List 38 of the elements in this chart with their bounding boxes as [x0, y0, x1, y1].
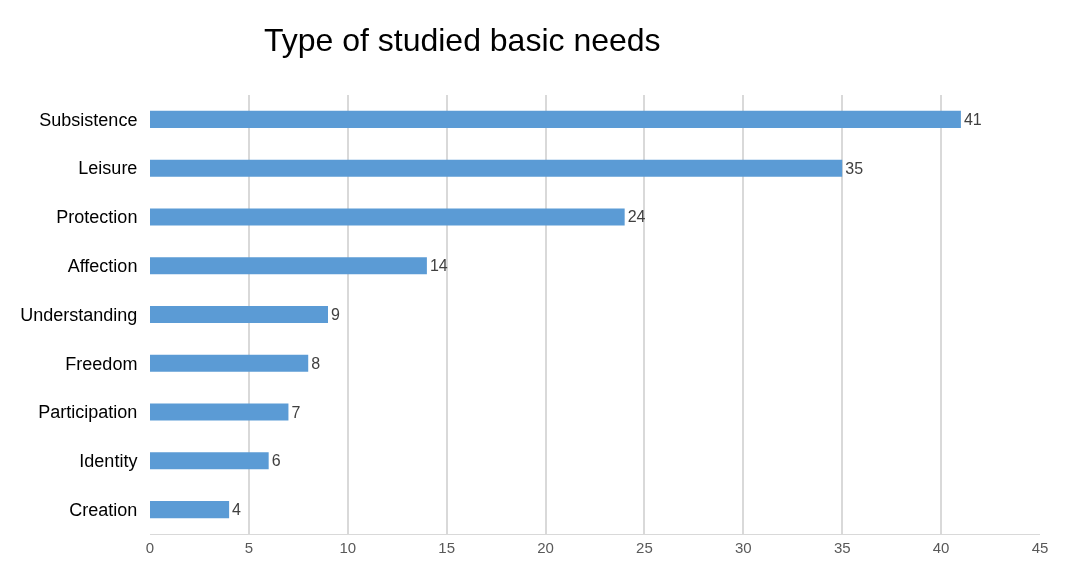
x-tick-label: 35: [833, 539, 851, 556]
x-tick-label: 15: [438, 539, 456, 556]
y-tick-label: Affection: [67, 256, 138, 277]
y-tick-label: Identity: [79, 451, 138, 472]
bar: [150, 501, 230, 519]
y-tick-label: Participation: [38, 402, 138, 423]
data-label: 41: [963, 110, 982, 128]
x-tick-label: 40: [932, 539, 950, 556]
data-label: 8: [311, 354, 321, 372]
x-tick-label: 5: [244, 539, 254, 556]
y-tick-label: Understanding: [20, 304, 138, 325]
data-label: 24: [627, 208, 646, 226]
y-tick-label: Protection: [56, 207, 138, 228]
x-tick-label: 10: [339, 539, 357, 556]
data-label: 4: [232, 501, 242, 519]
data-label: 9: [331, 306, 340, 323]
y-tick-label: Creation: [69, 499, 138, 520]
data-label: 14: [429, 257, 448, 275]
bar: [150, 208, 625, 226]
bar: [150, 403, 289, 421]
x-tick-label: 20: [537, 539, 554, 556]
y-tick-label: Freedom: [65, 353, 138, 374]
x-tick-label: 25: [636, 539, 653, 556]
data-label: 7: [291, 403, 301, 421]
data-label: 6: [271, 452, 281, 470]
data-label: 35: [845, 159, 864, 177]
bar: [150, 110, 961, 128]
x-tick-label: 45: [1031, 539, 1049, 556]
bar: [150, 159, 843, 177]
chart-title: Type of studied basic needs: [263, 22, 661, 59]
bar: [150, 257, 427, 275]
x-tick-label: 30: [734, 539, 752, 556]
y-tick-label: Leisure: [78, 158, 138, 179]
bar: [150, 452, 269, 470]
x-tick-label: 0: [145, 539, 155, 556]
bar: [150, 354, 309, 372]
bar: [150, 305, 328, 324]
y-tick-label: Subsistence: [39, 109, 138, 130]
